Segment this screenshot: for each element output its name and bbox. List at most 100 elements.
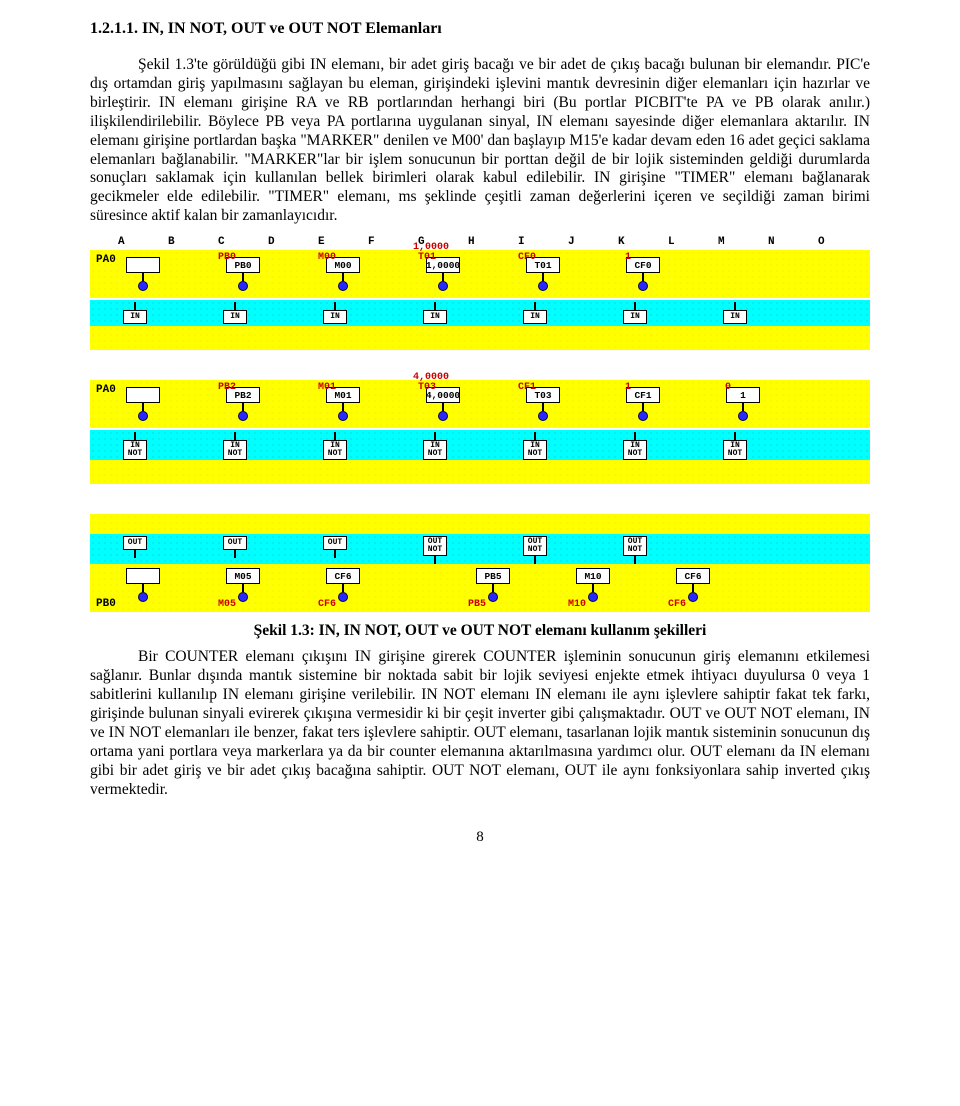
band-1: PA0 PB0 M00 1,0000 T01 CF0 1 PB0M001,000… bbox=[90, 250, 870, 350]
band-2-side-label: PA0 bbox=[96, 384, 116, 396]
bot-label-cf6b: CF6 bbox=[668, 599, 686, 610]
band-3: OUT OUT OUT OUTNOT OUTNOT OUTNOT M05 CF6 PB5 M10… bbox=[90, 514, 870, 612]
column-header: L bbox=[668, 236, 718, 248]
label-cell: OUT bbox=[210, 536, 260, 558]
column-header: H bbox=[468, 236, 518, 248]
column-header: K bbox=[618, 236, 668, 248]
label-cell: IN bbox=[110, 302, 160, 324]
top-label-cf1: CF1 bbox=[518, 382, 536, 393]
column-header: I bbox=[518, 236, 568, 248]
label-cell: OUT bbox=[110, 536, 160, 558]
figure-caption: Şekil 1.3: IN, IN NOT, OUT ve OUT NOT el… bbox=[90, 622, 870, 640]
element-label: OUT bbox=[223, 536, 247, 550]
element-box: CF6 bbox=[326, 568, 360, 584]
terminal-dot bbox=[588, 592, 598, 602]
bot-label-cf6: CF6 bbox=[318, 599, 336, 610]
ladder-cell: M05 bbox=[218, 568, 268, 603]
terminal-dot bbox=[138, 592, 148, 602]
element-label: IN bbox=[323, 310, 347, 324]
element-label: OUTNOT bbox=[423, 536, 447, 556]
element-label: INNOT bbox=[523, 440, 547, 460]
paragraph-2: Bir COUNTER elemanı çıkışını IN girişine… bbox=[90, 648, 870, 799]
paragraph-1: Şekil 1.3'te görüldüğü gibi IN elemanı, … bbox=[90, 56, 870, 226]
terminal-dot bbox=[438, 281, 448, 291]
element-box: CF6 bbox=[676, 568, 710, 584]
band-1-side-label: PA0 bbox=[96, 254, 116, 266]
terminal-dot bbox=[138, 411, 148, 421]
column-header: E bbox=[318, 236, 368, 248]
top-label-m01: M01 bbox=[318, 382, 336, 393]
element-label: IN bbox=[623, 310, 647, 324]
page-number: 8 bbox=[90, 829, 870, 846]
terminal-dot bbox=[688, 592, 698, 602]
label-cell: IN bbox=[310, 302, 360, 324]
top-label-t03: T03 bbox=[418, 382, 436, 393]
element-label: IN bbox=[523, 310, 547, 324]
ladder-cell bbox=[118, 387, 168, 422]
band-2: PA0 PB2 M01 4,0000 T03 CF1 1 0 PB2M014,0… bbox=[90, 380, 870, 484]
ladder-cell bbox=[118, 568, 168, 603]
ladder-cell: CF6 bbox=[318, 568, 368, 603]
ladder-cell: M10 bbox=[568, 568, 618, 603]
column-header: N bbox=[768, 236, 818, 248]
spacer-1 bbox=[90, 350, 870, 380]
terminal-dot bbox=[488, 592, 498, 602]
label-cell: INNOT bbox=[310, 432, 360, 460]
label-cell: INNOT bbox=[710, 432, 760, 460]
element-label: OUT bbox=[323, 536, 347, 550]
band-3-bottom: M05CF6PB5M10CF6 PB0 M05 CF6 PB5 M10 CF6 bbox=[90, 564, 870, 612]
element-box: CF0 bbox=[626, 257, 660, 273]
column-header: M bbox=[718, 236, 768, 248]
element-box bbox=[126, 257, 160, 273]
band-3-label-row: OUT OUT OUT OUTNOT OUTNOT OUTNOT bbox=[90, 534, 870, 564]
bot-label-m05: M05 bbox=[218, 599, 236, 610]
terminal-dot bbox=[538, 281, 548, 291]
element-label: IN bbox=[223, 310, 247, 324]
label-cell: OUTNOT bbox=[510, 536, 560, 564]
label-cell: IN bbox=[610, 302, 660, 324]
band-1-top: PA0 PB0 M00 1,0000 T01 CF0 1 PB0M001,000… bbox=[90, 250, 870, 298]
label-cell: IN bbox=[710, 302, 760, 324]
label-cell: OUT bbox=[310, 536, 360, 558]
column-header-row: ABCDEFGHIJKLMNO bbox=[90, 234, 870, 250]
section-heading: 1.2.1.1. IN, IN NOT, OUT ve OUT NOT Elem… bbox=[90, 20, 870, 38]
terminal-dot bbox=[538, 411, 548, 421]
element-label: IN bbox=[423, 310, 447, 324]
element-box: M10 bbox=[576, 568, 610, 584]
label-cell: INNOT bbox=[110, 432, 160, 460]
label-cell: INNOT bbox=[510, 432, 560, 460]
column-header: D bbox=[268, 236, 318, 248]
top-label-pb0: PB0 bbox=[218, 252, 236, 263]
band-2-yellow-strip bbox=[90, 460, 870, 484]
element-label: INNOT bbox=[623, 440, 647, 460]
element-box bbox=[126, 568, 160, 584]
top-label-const1: 1 bbox=[625, 252, 631, 263]
column-header: F bbox=[368, 236, 418, 248]
column-header: O bbox=[818, 236, 868, 248]
top-label-m00: M00 bbox=[318, 252, 336, 263]
top-label-cf0: CF0 bbox=[518, 252, 536, 263]
element-box bbox=[126, 387, 160, 403]
element-label: INNOT bbox=[723, 440, 747, 460]
column-header: J bbox=[568, 236, 618, 248]
label-cell: IN bbox=[410, 302, 460, 324]
terminal-dot bbox=[238, 411, 248, 421]
top-label-pb2: PB2 bbox=[218, 382, 236, 393]
terminal-dot bbox=[638, 411, 648, 421]
element-box: 1 bbox=[726, 387, 760, 403]
element-box: PB5 bbox=[476, 568, 510, 584]
label-cell: IN bbox=[210, 302, 260, 324]
element-label: INNOT bbox=[223, 440, 247, 460]
terminal-dot bbox=[238, 592, 248, 602]
top-label-b2-const0: 0 bbox=[725, 382, 731, 393]
band-2-label-row: INNOTINNOTINNOTINNOTINNOTINNOTINNOT bbox=[90, 430, 870, 460]
element-label: IN bbox=[123, 310, 147, 324]
spacer-2 bbox=[90, 484, 870, 514]
terminal-dot bbox=[438, 411, 448, 421]
label-cell: OUTNOT bbox=[410, 536, 460, 564]
element-label: OUTNOT bbox=[623, 536, 647, 556]
terminal-dot bbox=[638, 281, 648, 291]
top-label-b2-const1: 1 bbox=[625, 382, 631, 393]
label-cell: INNOT bbox=[210, 432, 260, 460]
terminal-dot bbox=[338, 281, 348, 291]
